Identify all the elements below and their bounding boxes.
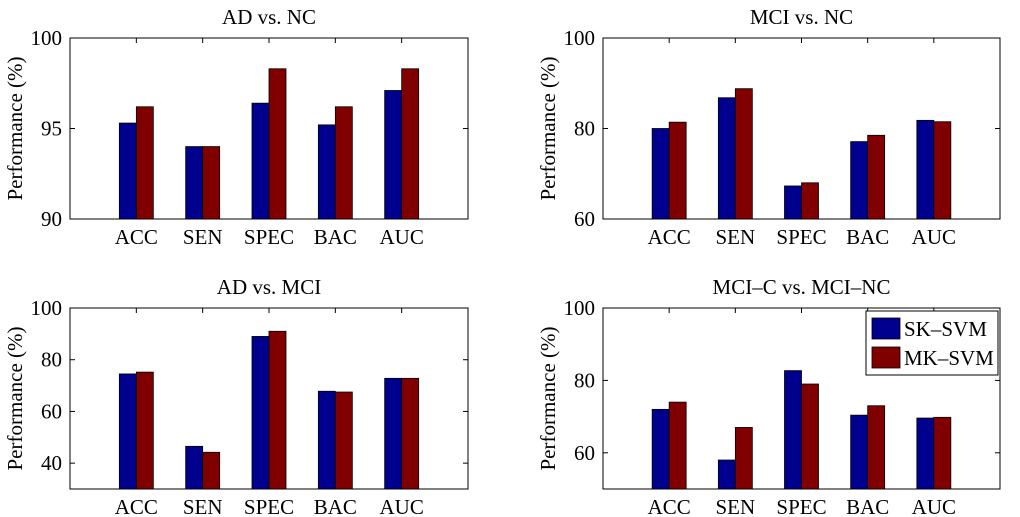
legend-label-mk-svm: MK–SVM [904, 346, 994, 370]
y-tick-label: 80 [41, 348, 62, 372]
chart-title: AD vs. MCI [217, 275, 321, 299]
bar-mk-svm-acc [668, 401, 687, 490]
y-axis-label: Performance (%) [536, 326, 560, 470]
y-tick-label: 100 [564, 26, 596, 50]
chart-title: AD vs. NC [222, 5, 316, 29]
bar-mk-svm-sen [734, 88, 753, 220]
bar-mk-svm-spec [268, 330, 287, 490]
y-tick-label: 95 [41, 117, 62, 141]
bar-mk-svm-spec [801, 383, 819, 490]
y-tick-label: 90 [41, 207, 62, 231]
bar-mk-svm-bac [334, 391, 353, 490]
bar-sk-svm-acc [651, 128, 670, 220]
x-tick-label-spec: SPEC [244, 225, 294, 249]
chart-2-mci-vs-nc: MCI vs. NC Performance (%) 60 80 100 ACC SEN SP… [536, 5, 1001, 249]
bar-sk-svm-sen [717, 459, 736, 490]
x-tick-label-spec: SPEC [776, 495, 826, 517]
legend-swatch-sk-svm [871, 317, 901, 340]
y-tick-label: 60 [41, 399, 62, 423]
chart-title: MCI vs. NC [750, 5, 853, 29]
bar-mk-svm-bac [867, 134, 886, 220]
y-tick-label: 40 [41, 451, 62, 475]
x-tick-label-auc: AUC [912, 495, 956, 517]
x-tick-label-sen: SEN [715, 225, 755, 249]
chart-3-ad-vs-mci: AD vs. MCI Performance (%) 40 60 80 100 ACC SEN… [3, 275, 469, 517]
bar-mk-svm-spec [268, 68, 287, 220]
legend-label-sk-svm: SK–SVM [904, 317, 987, 341]
chart-1-ad-vs-nc: AD vs. NC Performance (%) 90 95 100 ACC SEN SPE… [3, 5, 469, 249]
bar-sk-svm-acc [118, 373, 137, 490]
bar-mk-svm-acc [135, 106, 154, 220]
x-tick-label-auc: AUC [379, 495, 423, 517]
y-tick-label: 60 [574, 441, 595, 465]
bar-mk-svm-sen [734, 427, 753, 490]
chart-title: MCI–C vs. MCI–NC [713, 275, 891, 299]
legend: SK–SVM MK–SVM [865, 310, 999, 376]
chart-4-mci-c-vs-mci-nc: MCI–C vs. MCI–NC Performance (%) 60 80 100 AC… [536, 275, 1001, 517]
bar-mk-svm-spec [801, 182, 819, 220]
x-tick-label-auc: AUC [912, 225, 956, 249]
x-tick-label-acc: ACC [115, 225, 158, 249]
bar-sk-svm-auc [916, 417, 935, 490]
bar-sk-svm-spec [784, 185, 802, 220]
bar-sk-svm-bac [317, 124, 336, 220]
x-tick-label-sen: SEN [183, 495, 223, 517]
bar-sk-svm-sen [717, 97, 736, 220]
x-tick-label-spec: SPEC [244, 495, 294, 517]
y-tick-label: 100 [31, 296, 63, 320]
bar-mk-svm-auc [933, 416, 952, 490]
y-tick-label: 80 [574, 368, 595, 392]
bar-mk-svm-sen [202, 451, 221, 490]
bar-mk-svm-bac [334, 106, 353, 220]
bar-sk-svm-sen [185, 445, 204, 490]
x-tick-label-bac: BAC [846, 225, 889, 249]
bar-sk-svm-acc [118, 122, 137, 220]
bar-sk-svm-bac [850, 141, 869, 220]
y-tick-label: 60 [574, 207, 595, 231]
x-tick-label-spec: SPEC [776, 225, 826, 249]
bar-sk-svm-acc [651, 408, 670, 490]
x-tick-label-acc: ACC [115, 495, 158, 517]
x-tick-label-bac: BAC [314, 225, 357, 249]
bar-mk-svm-auc [933, 121, 952, 220]
bar-sk-svm-auc [384, 377, 403, 490]
y-tick-label: 100 [31, 26, 63, 50]
y-tick-label: 100 [564, 296, 596, 320]
legend-swatch-mk-svm [871, 346, 901, 369]
bar-sk-svm-sen [185, 146, 204, 220]
bar-mk-svm-sen [202, 146, 221, 220]
x-tick-label-bac: BAC [846, 495, 889, 517]
bar-mk-svm-acc [135, 371, 154, 490]
bar-mk-svm-bac [867, 405, 886, 490]
x-tick-label-sen: SEN [715, 495, 755, 517]
x-tick-label-acc: ACC [648, 495, 691, 517]
y-axis-label: Performance (%) [536, 56, 560, 200]
y-tick-label: 80 [574, 117, 595, 141]
x-tick-label-bac: BAC [314, 495, 357, 517]
bar-sk-svm-bac [317, 390, 336, 490]
bar-sk-svm-spec [251, 336, 270, 490]
y-axis-label: Performance (%) [3, 326, 27, 470]
bar-mk-svm-auc [401, 377, 420, 490]
x-tick-label-acc: ACC [648, 225, 691, 249]
bar-sk-svm-spec [784, 370, 802, 490]
bar-mk-svm-auc [401, 68, 420, 220]
x-tick-label-auc: AUC [379, 225, 423, 249]
bar-sk-svm-bac [850, 414, 869, 490]
bar-mk-svm-acc [668, 121, 687, 220]
bar-sk-svm-auc [384, 90, 403, 220]
y-axis-label: Performance (%) [3, 56, 27, 200]
bar-sk-svm-spec [251, 102, 270, 220]
bar-sk-svm-auc [916, 119, 935, 220]
x-tick-label-sen: SEN [183, 225, 223, 249]
